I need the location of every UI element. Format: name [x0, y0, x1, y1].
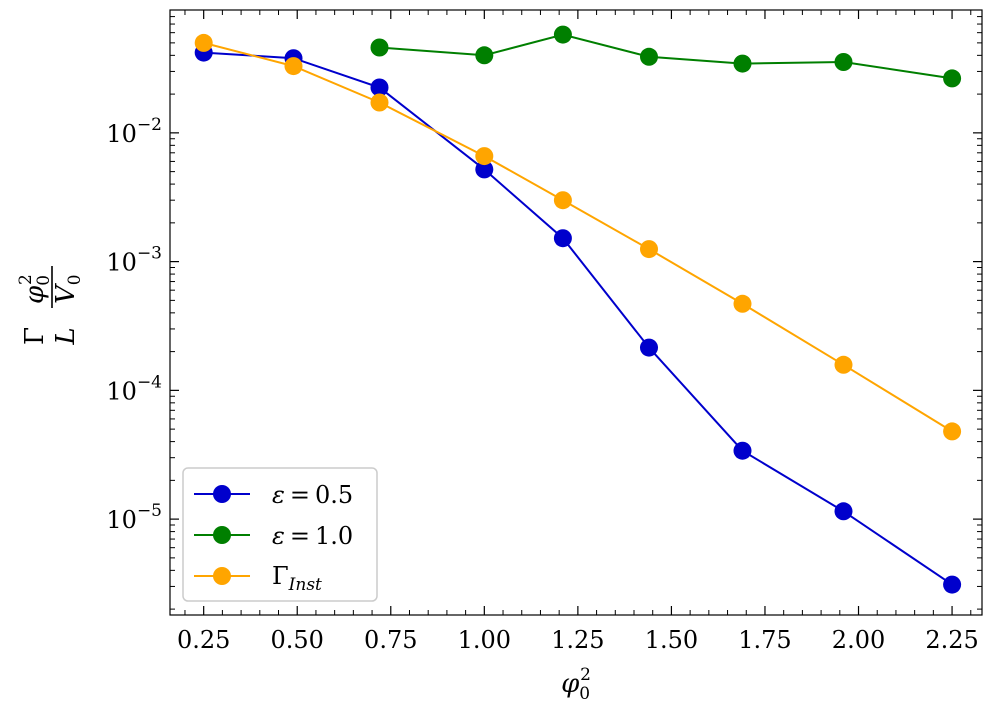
y-tick-label: 10−5	[106, 501, 162, 534]
x-tick-label: 1.75	[738, 626, 791, 654]
x-tick-label: 0.50	[271, 626, 324, 654]
data-point-eps-10	[475, 46, 494, 65]
data-point-eps-10	[370, 38, 389, 57]
x-tick-label: 1.50	[645, 626, 698, 654]
data-point-gamma-inst	[733, 294, 752, 313]
data-point-gamma-inst	[834, 355, 853, 374]
data-point-gamma-inst	[284, 57, 303, 76]
data-point-gamma-inst	[370, 93, 389, 112]
data-point-eps-05	[475, 160, 494, 179]
data-point-eps-10	[553, 25, 572, 44]
data-point-eps-10	[733, 54, 752, 73]
y-tick-label: 10−4	[106, 372, 162, 405]
legend-label-eps-10: ε = 1.0	[272, 522, 353, 550]
data-point-eps-10	[943, 69, 962, 88]
data-point-eps-05	[943, 575, 962, 594]
x-tick-label: 1.25	[551, 626, 604, 654]
y-label-gamma: Γ	[20, 327, 50, 345]
x-tick-label: 0.25	[177, 626, 230, 654]
y-tick-label: 10−3	[106, 244, 162, 277]
axis-ticks: 0.25 0.50 0.75 1.00 1.25 1.50 1.75 2.00 2.25 10−2…	[106, 9, 982, 654]
data-point-eps-05	[553, 229, 572, 248]
legend-box	[182, 467, 378, 602]
y-label-denominator: V0	[51, 274, 85, 304]
legend: ε = 0.5 ε = 1.0 ΓInst	[182, 467, 378, 602]
x-tick-label: 1.00	[458, 626, 511, 654]
series-layer	[194, 25, 962, 594]
x-tick-label: 0.75	[364, 626, 417, 654]
y-label-L: L	[51, 327, 81, 345]
legend-marker-eps-05	[213, 485, 231, 503]
x-tick-label: 2.00	[832, 626, 885, 654]
x-tick-label: 2.25	[925, 626, 978, 654]
y-axis-label: Γ L φ02 V0	[16, 266, 85, 346]
legend-label-eps-05: ε = 0.5	[272, 481, 353, 509]
data-point-eps-05	[733, 441, 752, 460]
data-point-gamma-inst	[640, 240, 658, 259]
y-label-numerator: φ02	[16, 274, 54, 304]
data-point-eps-05	[834, 502, 853, 521]
data-point-eps-05	[370, 78, 389, 97]
data-point-gamma-inst	[194, 33, 213, 52]
data-point-gamma-inst	[475, 147, 494, 166]
data-point-eps-10	[834, 53, 853, 71]
legend-label-gamma-inst: ΓInst	[272, 562, 322, 595]
data-point-gamma-inst	[553, 191, 572, 210]
data-point-eps-05	[640, 338, 658, 357]
legend-marker-gamma-inst	[213, 567, 231, 585]
y-tick-label: 10−2	[106, 115, 162, 148]
data-point-eps-10	[640, 47, 658, 66]
x-axis-label: φ02	[561, 665, 591, 704]
legend-marker-eps-10	[213, 526, 231, 544]
data-point-gamma-inst	[943, 422, 962, 441]
